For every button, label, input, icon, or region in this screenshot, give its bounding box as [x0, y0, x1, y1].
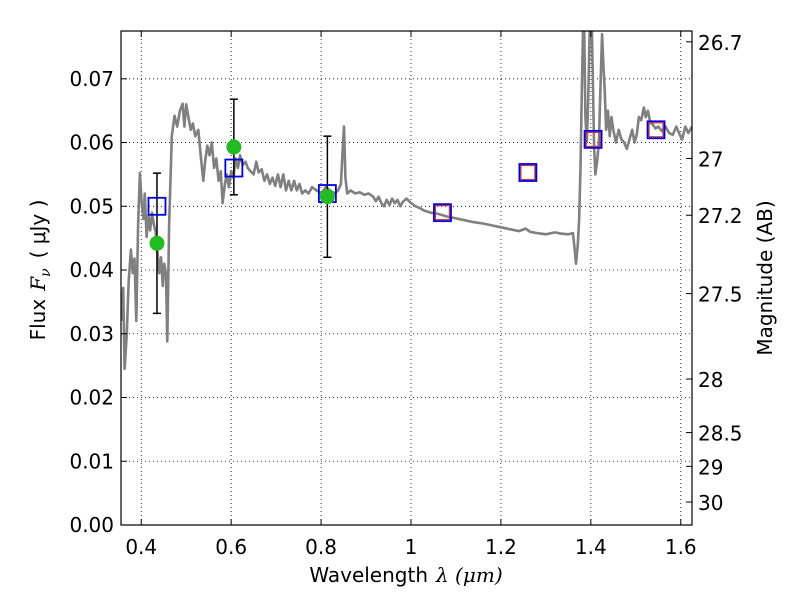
- model-photometry-point: [433, 203, 452, 223]
- x-tick-label: 0.8: [305, 535, 337, 559]
- y-tick-label: 0.02: [69, 386, 114, 410]
- y-tick-label: 0.05: [69, 194, 114, 218]
- y2-tick-label: 26.7: [698, 31, 743, 55]
- x-axis-title-prefix: Wavelength: [309, 563, 428, 587]
- observed-point: [226, 139, 242, 155]
- red-square-point: [585, 131, 601, 147]
- y2-tick-label: 28: [698, 368, 723, 392]
- x-tick-label: 1.4: [575, 535, 607, 559]
- y-tick-label: 0.00: [69, 513, 114, 537]
- y-tick-label: 0.06: [69, 131, 114, 155]
- x-axis-title-math: λ (μm): [435, 563, 503, 587]
- series: [121, 31, 692, 371]
- model-spectrum-line: [121, 31, 692, 371]
- y2-axis-title: Magnitude (AB): [753, 200, 777, 355]
- model-photometry-point: [518, 163, 538, 182]
- ticks: 0.4 0.6 0.8 1 1.2 1.4 1.6 0.00 0.01 0.02 0.03 0.04 0…: [69, 31, 742, 559]
- model-photometry-point: [583, 129, 603, 149]
- x-tick-label: 1: [405, 535, 418, 559]
- x-tick-label: 1.6: [665, 535, 697, 559]
- model-photometry-point: [224, 158, 244, 178]
- red-square-point: [520, 164, 536, 181]
- y2-tick-label: 28.5: [698, 422, 743, 446]
- y-axis-title-sub: ν: [38, 268, 54, 277]
- y-tick-label: 0.04: [69, 258, 114, 282]
- x-axis-title: Wavelength λ (μm): [309, 563, 502, 587]
- x-tick-label: 0.6: [215, 535, 247, 559]
- markers: [147, 98, 666, 315]
- y-axis-title-units: ( μJy ): [26, 200, 50, 259]
- x-tick-label: 1.2: [485, 535, 517, 559]
- y-axis-title-math: F: [26, 276, 50, 292]
- y2-tick-label: 27.5: [698, 283, 743, 307]
- model-photometry-point: [147, 196, 167, 216]
- y-axis-title: Flux Fν ( μJy ): [26, 200, 54, 341]
- plot-frame: [120, 30, 693, 526]
- y-tick-label: 0.07: [69, 67, 114, 91]
- y-tick-label: 0.03: [69, 322, 114, 346]
- y2-tick-label: 30: [698, 491, 723, 515]
- model-photometry-point: [646, 120, 666, 140]
- red-square-point: [648, 122, 664, 138]
- plot-background: [121, 31, 692, 525]
- y-tick-label: 0.01: [69, 449, 114, 473]
- y2-tick-label: 27.2: [698, 204, 743, 228]
- y2-tick-label: 27: [698, 147, 723, 171]
- y2-tick-label: 29: [698, 455, 723, 479]
- y-axis-title-prefix: Flux: [26, 299, 50, 341]
- observed-point: [149, 235, 165, 251]
- red-square-point: [434, 205, 451, 221]
- observed-point: [319, 189, 335, 205]
- x-tick-label: 0.4: [125, 535, 157, 559]
